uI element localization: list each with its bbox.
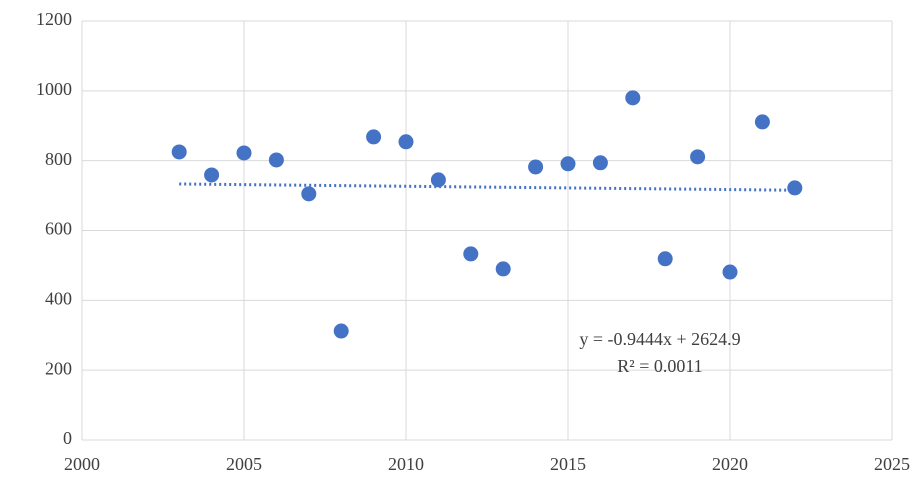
trendline bbox=[179, 182, 795, 192]
y-tick-label: 1200 bbox=[36, 9, 72, 29]
point bbox=[430, 172, 446, 188]
point bbox=[333, 323, 349, 339]
point bbox=[722, 264, 738, 280]
point bbox=[463, 246, 479, 262]
x-tick-label: 2025 bbox=[874, 454, 910, 474]
trendline-r-squared: R² = 0.0011 bbox=[617, 356, 702, 376]
point bbox=[204, 167, 220, 183]
point bbox=[528, 159, 544, 175]
point bbox=[787, 180, 803, 196]
point bbox=[268, 152, 284, 168]
point bbox=[236, 145, 252, 161]
point bbox=[754, 114, 770, 130]
x-tick-label: 2010 bbox=[388, 454, 424, 474]
y-tick-label: 800 bbox=[45, 149, 72, 169]
x-tick-label: 2005 bbox=[226, 454, 262, 474]
point bbox=[398, 134, 414, 150]
x-tick-label: 2020 bbox=[712, 454, 748, 474]
point bbox=[171, 144, 187, 160]
y-tick-label: 400 bbox=[45, 288, 72, 308]
y-tick-label: 1000 bbox=[36, 79, 72, 99]
x-tick-label: 2015 bbox=[550, 454, 586, 474]
point bbox=[366, 129, 382, 145]
x-tick-label: 2000 bbox=[64, 454, 100, 474]
trendline-equation: y = -0.9444x + 2624.9 bbox=[579, 329, 740, 349]
point bbox=[625, 90, 641, 106]
y-tick-label: 600 bbox=[45, 219, 72, 239]
point bbox=[592, 155, 608, 171]
point bbox=[690, 149, 706, 165]
y-tick-label: 200 bbox=[45, 358, 72, 378]
point bbox=[301, 186, 317, 202]
point bbox=[657, 251, 673, 267]
y-tick-label: 0 bbox=[63, 428, 72, 448]
point bbox=[560, 156, 576, 172]
point bbox=[495, 261, 511, 277]
